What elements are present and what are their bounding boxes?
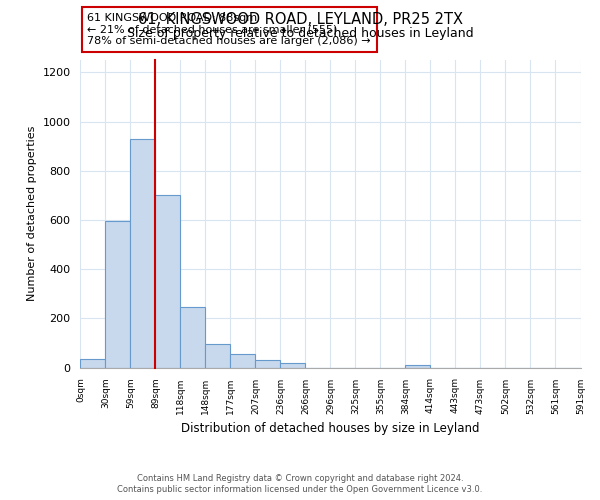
Y-axis label: Number of detached properties: Number of detached properties <box>27 126 37 302</box>
Bar <box>205 344 230 368</box>
Bar <box>181 308 205 368</box>
X-axis label: Distribution of detached houses by size in Leyland: Distribution of detached houses by size … <box>181 422 480 435</box>
Text: Contains HM Land Registry data © Crown copyright and database right 2024.
Contai: Contains HM Land Registry data © Crown c… <box>118 474 482 494</box>
Bar <box>406 365 430 368</box>
Bar <box>130 138 155 368</box>
Bar <box>106 221 130 368</box>
Bar <box>280 363 305 368</box>
Bar <box>230 354 256 368</box>
Text: 61 KINGSWOOD ROAD: 88sqm
← 21% of detached houses are smaller (555)
78% of semi-: 61 KINGSWOOD ROAD: 88sqm ← 21% of detach… <box>88 13 371 46</box>
Bar <box>155 196 181 368</box>
Text: Size of property relative to detached houses in Leyland: Size of property relative to detached ho… <box>127 28 473 40</box>
Text: 61, KINGSWOOD ROAD, LEYLAND, PR25 2TX: 61, KINGSWOOD ROAD, LEYLAND, PR25 2TX <box>137 12 463 28</box>
Bar <box>256 360 280 368</box>
Bar <box>80 359 106 368</box>
